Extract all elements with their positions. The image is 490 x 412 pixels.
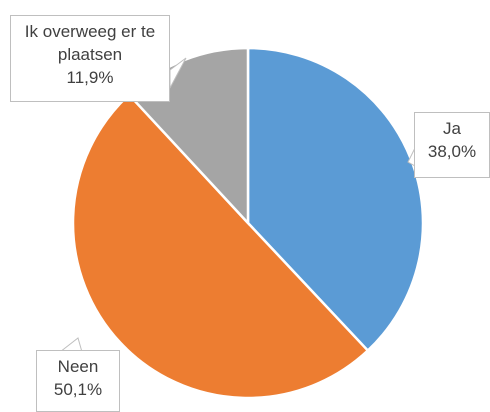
slice-label: Neen [57,357,99,376]
value-label: 38,0% [427,142,477,161]
value-label: 11,9% [66,68,114,87]
value-label: 50,1% [53,380,103,399]
callout-pointer [169,57,187,89]
data-label-box: Neen 50,1% [36,350,120,412]
data-label-box: Ik overweeg er te plaatsen 11,9% [10,15,170,102]
slice-label: Ja [443,119,461,138]
pie-slice [71,92,370,400]
data-label-box: Ja 38,0% [414,112,490,178]
slice-label: Ik overweeg er te plaatsen [24,22,156,64]
